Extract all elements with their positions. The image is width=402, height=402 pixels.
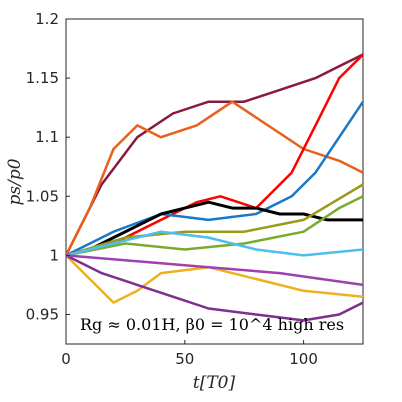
plot-area xyxy=(65,18,364,345)
series-line-11 xyxy=(65,254,364,287)
x-tick-label: 100 xyxy=(289,350,318,368)
x-tick-label: 50 xyxy=(175,350,194,368)
series-line-3 xyxy=(65,53,364,257)
y-tick-label: 1.2 xyxy=(35,10,59,28)
series-line-2 xyxy=(64,100,364,256)
x-axis-label: t[T0] xyxy=(193,373,236,393)
series-line-8 xyxy=(65,230,364,257)
y-axis-label: ps/p0 xyxy=(5,158,25,205)
y-tick-label: 0.95 xyxy=(26,305,59,323)
series-line-9 xyxy=(65,254,364,304)
y-tick-label: 1.15 xyxy=(26,69,59,87)
x-tick-label: 0 xyxy=(61,350,71,368)
series-line-7 xyxy=(65,183,364,257)
y-tick-label: 1.1 xyxy=(35,128,59,146)
y-tick-label: 1 xyxy=(49,246,59,264)
annotation-text: Rg ≈ 0.01H, β0 = 10^4 high res xyxy=(80,315,344,334)
y-tick-label: 1.05 xyxy=(26,187,59,205)
series-layer xyxy=(64,53,365,322)
series-line-6 xyxy=(65,195,364,257)
series-line-4 xyxy=(65,101,365,257)
series-line-1 xyxy=(64,53,364,256)
tick-layer: 0 50 100 0.95 1 1.05 1.1 1.15 1.2 xyxy=(26,10,318,368)
series-line-10 xyxy=(65,254,364,322)
